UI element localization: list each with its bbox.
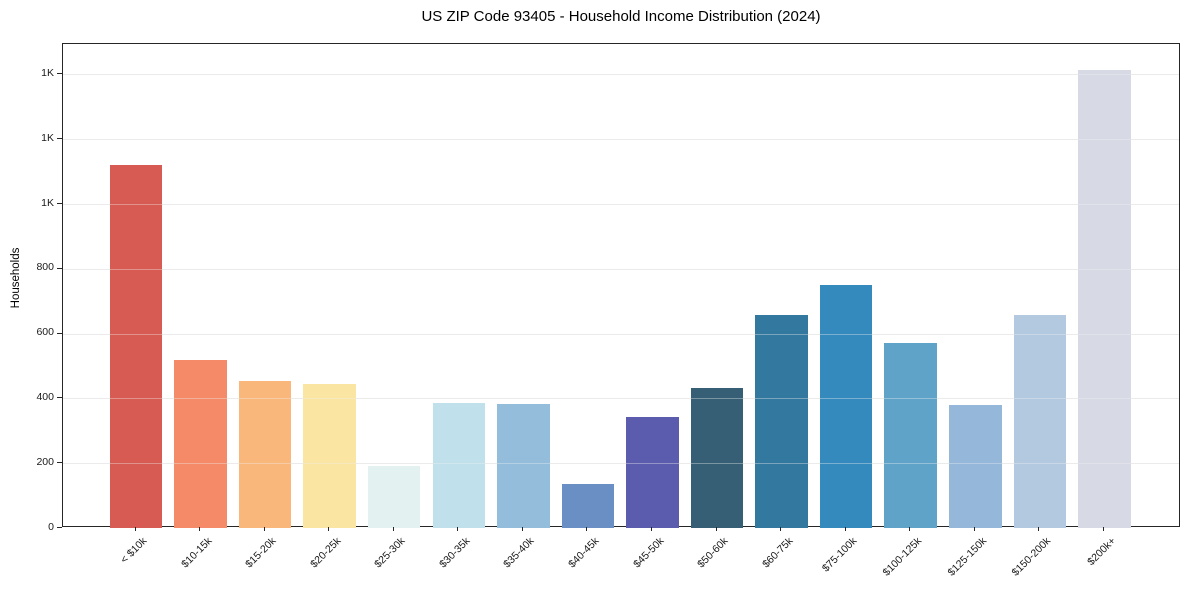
x-tick-label: $150-200k [1009,535,1054,579]
bar [755,314,808,528]
y-tick-mark [57,73,62,75]
x-tick-mark [263,527,265,531]
bar [1078,69,1131,528]
y-tick-mark [57,203,62,205]
x-tick-label: $30-35k [436,535,473,571]
bar [626,416,679,528]
x-tick-label: $25-30k [372,535,408,571]
gridline [63,74,1179,76]
x-tick-label: $75-100k [820,535,860,575]
x-tick-mark [1038,527,1040,531]
x-tick-mark [844,527,846,531]
y-tick-mark [57,332,62,334]
x-tick-mark [909,527,911,531]
bar [1013,314,1067,528]
bars-layer [63,44,1179,528]
y-tick-mark [57,527,62,528]
y-tick-mark [57,138,62,140]
x-tick-label: $35-40k [501,535,537,571]
gridlines-overlay-layer [63,44,1179,526]
x-tick-label: $45-50k [630,535,666,571]
gridline [63,268,1179,270]
bar [884,342,937,528]
y-tick-label: 0 [48,520,54,533]
gridlines-layer [63,44,1179,526]
bar [174,360,227,528]
gridline [63,463,1179,465]
bar [109,164,163,528]
y-tick-label: 1K [41,196,54,209]
x-tick-mark [328,527,330,531]
x-tick-mark [199,527,201,531]
gridline [63,139,1179,141]
bar [949,404,1002,528]
gridline [63,333,1179,335]
gridline [63,333,1179,335]
x-tick-mark [650,527,652,531]
x-tick-label: $20-25k [307,535,344,571]
y-tick-label: 200 [36,455,54,468]
gridline [63,398,1179,400]
gridline [63,398,1179,400]
x-tick-mark [715,527,717,531]
x-tick-mark [780,527,782,531]
y-tick-mark [57,267,62,269]
y-tick-label: 600 [36,326,54,339]
y-tick-label: 1K [41,131,54,144]
x-tick-label: < $10k [118,535,150,566]
y-tick-label: 1K [41,66,54,79]
x-tick-mark [134,527,136,531]
x-tick-mark [973,527,975,531]
x-tick-label: $200k+ [1084,535,1118,569]
x-tick-mark [457,527,459,531]
bar [561,483,615,528]
plot-area [62,43,1180,528]
gridline [63,74,1179,76]
x-tick-mark [586,527,588,531]
x-tick-label: $100-125k [880,535,925,579]
y-tick-label: 400 [36,390,54,403]
x-tick-label: $15-20k [243,535,279,571]
x-tick-label: $50-60k [695,535,731,571]
bar [432,402,486,528]
gridline [63,139,1179,141]
bar [367,466,421,528]
bar [303,384,356,528]
x-tick-label: $10-15k [178,535,215,571]
x-tick-label: $40-45k [566,535,602,571]
x-tick-label: $60-75k [759,535,796,571]
gridline [63,204,1179,206]
x-tick-mark [1102,527,1104,531]
chart-title: US ZIP Code 93405 - Household Income Dis… [421,8,821,25]
gridline [63,463,1179,465]
y-tick-label: 800 [36,261,54,274]
y-tick-mark [57,462,62,464]
gridline [63,268,1179,270]
gridline [63,204,1179,206]
bar [819,285,873,528]
y-tick-mark [57,397,62,399]
x-tick-label: $125-150k [945,535,989,579]
x-tick-mark [521,527,523,531]
bar [690,387,744,528]
bar [497,403,550,528]
bar [238,380,292,528]
y-axis-label: Households [10,247,22,309]
x-tick-mark [392,527,394,531]
